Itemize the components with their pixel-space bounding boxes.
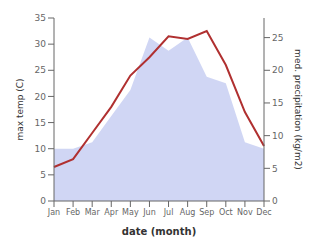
svg-text:Mar: Mar <box>85 208 101 217</box>
svg-text:30: 30 <box>35 39 47 49</box>
svg-text:Jun: Jun <box>142 208 156 217</box>
svg-text:Oct: Oct <box>219 208 233 217</box>
svg-text:15: 15 <box>35 118 46 128</box>
svg-text:Feb: Feb <box>66 208 80 217</box>
svg-text:med. precipitation (kg/m2): med. precipitation (kg/m2) <box>293 49 303 170</box>
svg-text:May: May <box>122 208 139 217</box>
svg-text:5: 5 <box>272 164 278 174</box>
svg-text:20: 20 <box>35 92 47 102</box>
svg-text:Dec: Dec <box>256 208 271 217</box>
svg-text:Sep: Sep <box>199 208 214 217</box>
svg-text:10: 10 <box>35 144 47 154</box>
svg-text:Apr: Apr <box>104 208 119 217</box>
svg-text:25: 25 <box>272 33 283 43</box>
svg-text:0: 0 <box>272 196 278 206</box>
svg-text:max temp (C): max temp (C) <box>15 78 25 140</box>
svg-text:15: 15 <box>272 98 283 108</box>
svg-text:Aug: Aug <box>180 208 196 217</box>
svg-text:Jul: Jul <box>163 208 174 217</box>
svg-text:35: 35 <box>35 13 46 23</box>
svg-text:25: 25 <box>35 65 46 75</box>
svg-text:0: 0 <box>40 196 46 206</box>
svg-text:date (month): date (month) <box>122 226 196 237</box>
svg-text:5: 5 <box>40 170 46 180</box>
svg-text:20: 20 <box>272 65 284 75</box>
svg-text:Jan: Jan <box>47 208 60 217</box>
svg-text:10: 10 <box>272 131 284 141</box>
svg-text:Nov: Nov <box>237 208 253 217</box>
